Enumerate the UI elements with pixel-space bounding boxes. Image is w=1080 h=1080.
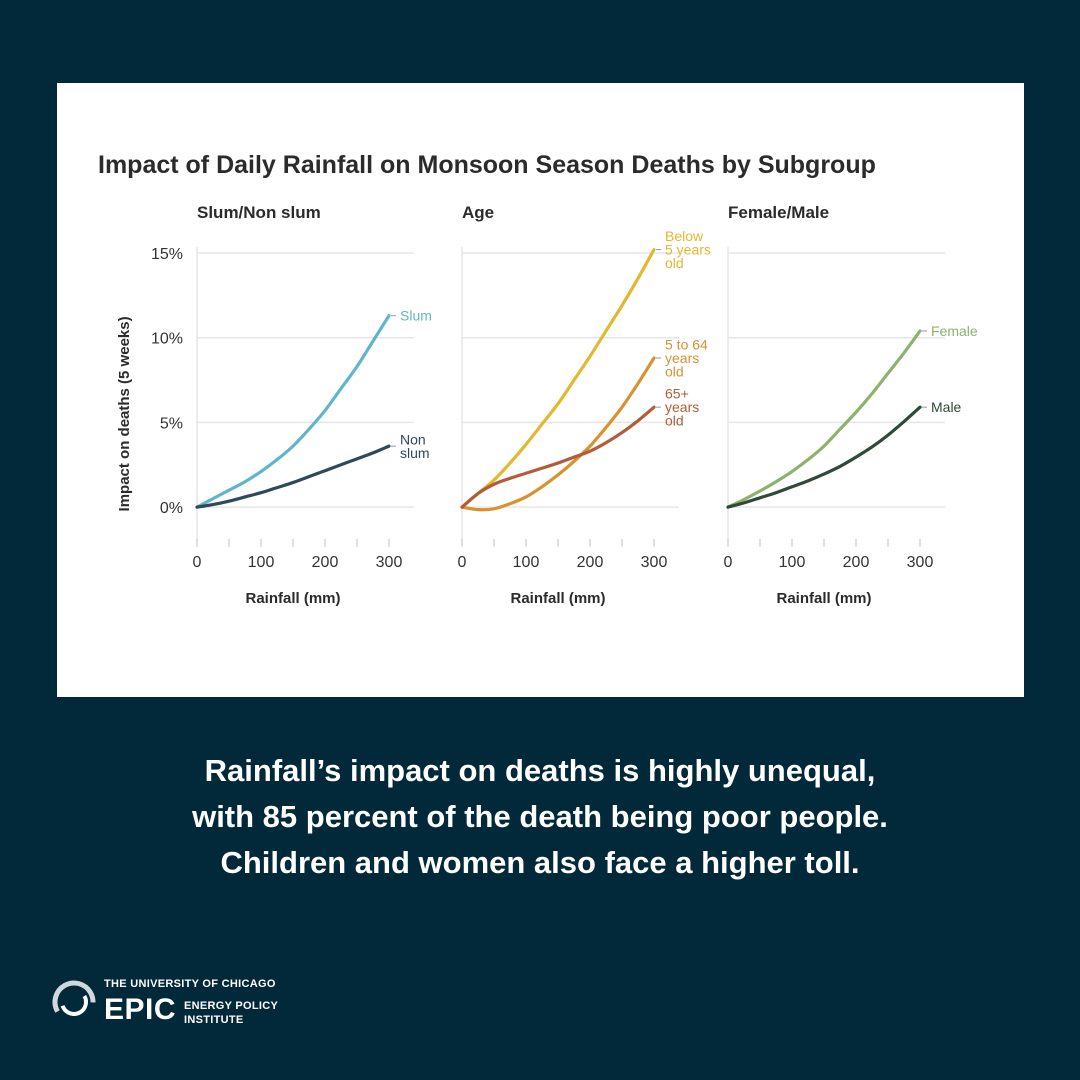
x-tick-label: 200 <box>843 554 870 571</box>
series-label: Non <box>400 431 426 447</box>
logo-sub-line: ENERGY POLICY <box>184 1000 279 1012</box>
series-line <box>460 356 656 512</box>
y-axis-label: Impact on deaths (5 weeks) <box>116 316 133 511</box>
x-tick-label: 0 <box>724 554 733 571</box>
panel-title: Age <box>462 203 494 222</box>
x-axis-label: Rainfall (mm) <box>245 590 340 607</box>
caption: Rainfall’s impact on deaths is highly un… <box>40 748 1040 886</box>
chart-card: Impact of Daily Rainfall on Monsoon Seas… <box>57 83 1024 697</box>
series-label: Below <box>665 228 704 244</box>
chart-svg: Impact of Daily Rainfall on Monsoon Seas… <box>98 151 978 607</box>
panel-title: Slum/Non slum <box>197 203 321 222</box>
x-axis-label: Rainfall (mm) <box>510 590 605 607</box>
series-label: old <box>665 255 684 271</box>
caption-line: Rainfall’s impact on deaths is highly un… <box>204 753 876 788</box>
x-tick-label: 100 <box>779 554 806 571</box>
logo-institute-lines: ENERGY POLICY INSTITUTE <box>184 999 278 1027</box>
series-line <box>195 444 391 509</box>
series-label: years <box>665 399 699 415</box>
logo-acronym: EPIC <box>104 993 177 1026</box>
x-tick-label: 200 <box>312 554 339 571</box>
panel-title: Female/Male <box>728 203 829 222</box>
chart-title: Impact of Daily Rainfall on Monsoon Seas… <box>98 151 876 179</box>
x-tick-label: 300 <box>907 554 934 571</box>
x-tick-label: 0 <box>458 554 467 571</box>
x-tick-label: 300 <box>641 554 668 571</box>
y-tick-label: 0% <box>160 500 183 517</box>
y-tick-label: 10% <box>151 331 183 348</box>
y-tick-label: 15% <box>151 246 183 263</box>
series-label: old <box>665 364 684 380</box>
series-line <box>460 248 656 509</box>
series-label: Female <box>931 323 978 339</box>
epic-swirl-logo-icon <box>52 980 96 1024</box>
x-tick-label: 300 <box>376 554 403 571</box>
epic-logo[interactable]: THE UNIVERSITY OF CHICAGO EPIC ENERGY PO… <box>52 978 312 1033</box>
series-label: 5 to 64 <box>665 337 708 353</box>
series-label: old <box>665 413 684 429</box>
series-line <box>726 405 922 509</box>
x-axis-label: Rainfall (mm) <box>776 590 871 607</box>
caption-line: with 85 percent of the death being poor … <box>192 799 888 834</box>
x-tick-label: 100 <box>248 554 275 571</box>
logo-university-line: THE UNIVERSITY OF CHICAGO <box>104 978 276 990</box>
y-tick-label: 5% <box>160 415 183 432</box>
series-label: Slum <box>400 308 432 324</box>
series-label: Male <box>931 399 962 415</box>
series-line <box>460 405 656 509</box>
series-label: years <box>665 350 699 366</box>
caption-line: Children and women also face a higher to… <box>220 845 860 880</box>
series-label: 5 years <box>665 242 711 258</box>
x-tick-label: 0 <box>193 554 202 571</box>
series-line <box>195 314 391 509</box>
x-tick-label: 100 <box>513 554 540 571</box>
series-label: 65+ <box>665 386 689 402</box>
series-line <box>726 329 922 509</box>
logo-sub-line: INSTITUTE <box>184 1014 244 1026</box>
x-tick-label: 200 <box>577 554 604 571</box>
series-label: slum <box>400 445 430 461</box>
